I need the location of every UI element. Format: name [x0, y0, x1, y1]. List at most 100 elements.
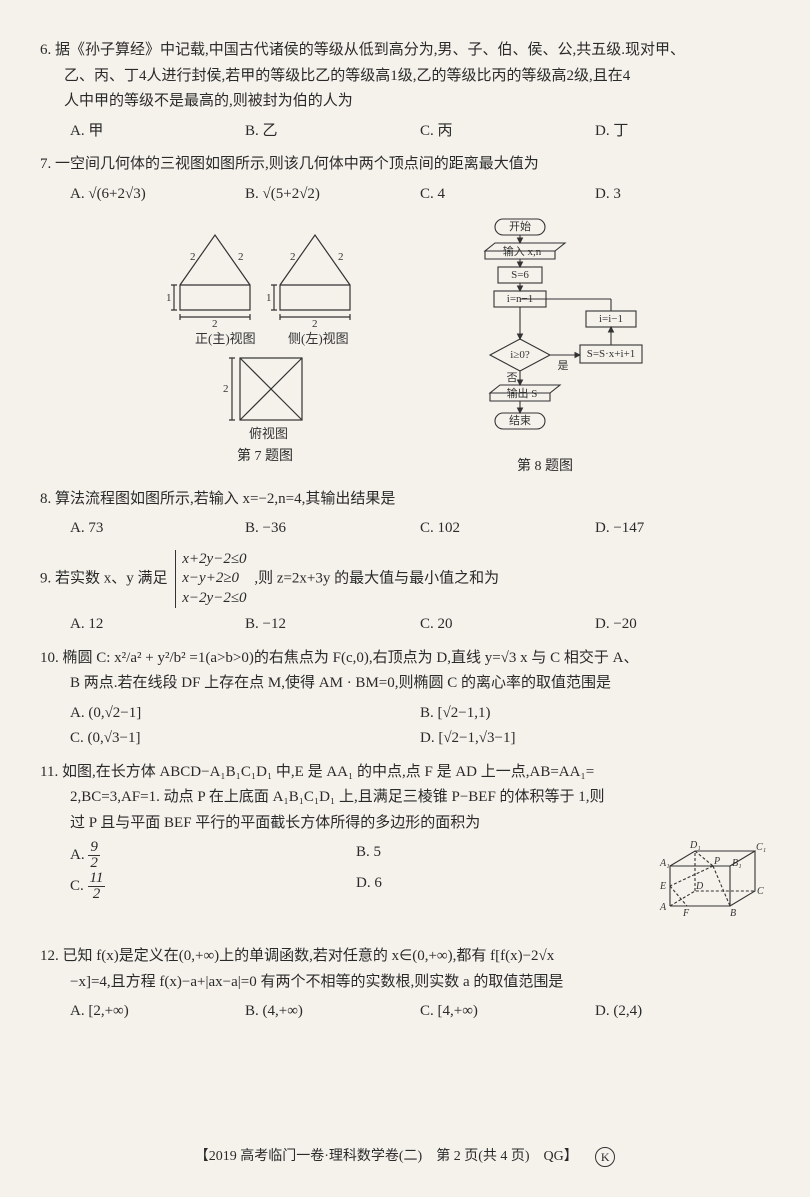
q9-opt-b: B. −12 [245, 612, 420, 638]
q10-line2: B 两点.若在线段 DF 上存在点 M,使得 AM · BM=0,则椭圆 C 的… [40, 671, 770, 697]
svg-text:2: 2 [338, 251, 344, 263]
q10-num: 10. [40, 650, 59, 666]
svg-text:结束: 结束 [509, 414, 531, 427]
svg-text:S=S·x+i+1: S=S·x+i+1 [587, 348, 636, 360]
q6-opt-b: B. 乙 [245, 119, 420, 145]
q6-line3: 人中甲的等级不是最高的,则被封为伯的人为 [40, 89, 770, 115]
q11-opt-a: A. 92 [70, 840, 356, 871]
q7-caption: 第 7 题图 [160, 445, 370, 469]
q8-opt-b: B. −36 [245, 516, 420, 542]
q9-tail: ,则 z=2x+3y 的最大值与最小值之和为 [254, 570, 499, 586]
svg-text:A: A [659, 902, 667, 913]
q10-opt-b: B. [√2−1,1) [420, 701, 770, 727]
q8-num: 8. [40, 491, 51, 507]
q6-num: 6. [40, 42, 51, 58]
q7-opt-a: A. √(6+2√3) [70, 182, 245, 208]
q8-opt-a: A. 73 [70, 516, 245, 542]
svg-text:S=6: S=6 [511, 269, 529, 281]
q7-text: 一空间几何体的三视图如图所示,则该几何体中两个顶点间的距离最大值为 [55, 156, 539, 172]
q12-opt-b: B. (4,+∞) [245, 999, 420, 1025]
svg-text:C: C [757, 886, 764, 897]
question-10: 10. 椭圆 C: x²/a² + y²/b² =1(a>b>0)的右焦点为 F… [40, 646, 770, 752]
svg-text:2: 2 [238, 251, 244, 263]
svg-text:2: 2 [312, 318, 318, 330]
three-view-figure: 2 2 1 2 2 2 [160, 215, 370, 479]
q11-opt-c: C. 112 [70, 871, 356, 902]
footer-text: 【2019 高考临门一卷·理科数学卷(二) 第 2 页(共 4 页) QG】 [195, 1149, 578, 1164]
q6-line2: 乙、丙、丁4人进行封侯,若甲的等级比乙的等级高1级,乙的等级比丙的等级高2级,且… [40, 64, 770, 90]
front-view-label: 正(主)视图 [195, 331, 256, 346]
svg-text:F: F [682, 908, 690, 919]
q6-opt-a: A. 甲 [70, 119, 245, 145]
top-view-label: 俯视图 [249, 426, 288, 441]
q8-text: 算法流程图如图所示,若输入 x=−2,n=4,其输出结果是 [55, 491, 395, 507]
q11-line2: 2,BC=3,AF=1. 动点 P 在上底面 A₁B₁C₁D₁ 上,且满足三棱锥… [40, 785, 770, 811]
q9-opt-a: A. 12 [70, 612, 245, 638]
cube-svg: D₁ C₁ A₁ B₁ P D C A B E F [650, 836, 770, 936]
q10-line1: 椭圆 C: x²/a² + y²/b² =1(a>b>0)的右焦点为 F(c,0… [63, 650, 639, 666]
q8-opt-c: C. 102 [420, 516, 595, 542]
q8-opt-d: D. −147 [595, 516, 770, 542]
q9-opt-c: C. 20 [420, 612, 595, 638]
q11-line3: 过 P 且与平面 BEF 平行的平面截长方体所得的多边形的面积为 [40, 811, 770, 837]
q7-opt-b: B. √(5+2√2) [245, 182, 420, 208]
question-9: 9. 若实数 x、y 满足 x+2y−2≤0 x−y+2≥0 x−2y−2≤0 … [40, 550, 770, 638]
q8-caption: 第 8 题图 [440, 455, 650, 479]
question-12: 12. 已知 f(x)是定义在(0,+∞)上的单调函数,若对任意的 x∈(0,+… [40, 944, 770, 1025]
q9-system: x+2y−2≤0 x−y+2≥0 x−2y−2≤0 [175, 550, 246, 609]
page-footer: 【2019 高考临门一卷·理科数学卷(二) 第 2 页(共 4 页) QG】 K [0, 1145, 810, 1169]
svg-text:2: 2 [190, 251, 196, 263]
flowchart-svg: 开始 输入 x,n S=6 i=n−1 i≥0? 是 否 S=S·x+i+1 i… [440, 215, 650, 455]
svg-text:2: 2 [290, 251, 296, 263]
svg-text:否: 否 [507, 372, 518, 384]
svg-text:2: 2 [212, 318, 218, 330]
svg-text:输出 S: 输出 S [507, 386, 538, 400]
q10-opt-a: A. (0,√2−1] [70, 701, 420, 727]
q11-opt-b: B. 5 [356, 840, 642, 871]
svg-text:1: 1 [266, 292, 272, 304]
q10-opt-c: C. (0,√3−1] [70, 726, 420, 752]
q11-num: 11. [40, 764, 58, 780]
figure-row: 2 2 1 2 2 2 [40, 215, 770, 479]
svg-text:C₁: C₁ [756, 842, 766, 853]
svg-text:i=n−1: i=n−1 [507, 293, 533, 305]
question-7: 7. 一空间几何体的三视图如图所示,则该几何体中两个顶点间的距离最大值为 A. … [40, 152, 770, 479]
svg-text:A₁: A₁ [659, 858, 670, 869]
side-view-label: 侧(左)视图 [288, 331, 349, 346]
cube-figure: D₁ C₁ A₁ B₁ P D C A B E F [650, 836, 770, 936]
q11-line1: 如图,在长方体 ABCD−A₁B₁C₁D₁ 中,E 是 AA₁ 的中点,点 F … [62, 764, 594, 780]
q9-num: 9. [40, 570, 51, 586]
q9-opt-d: D. −20 [595, 612, 770, 638]
q7-opt-c: C. 4 [420, 182, 595, 208]
q12-opt-c: C. [4,+∞) [420, 999, 595, 1025]
topview-svg: 2 俯视图 [215, 350, 315, 445]
q12-opt-d: D. (2,4) [595, 999, 770, 1025]
svg-text:2: 2 [223, 383, 229, 395]
q12-num: 12. [40, 948, 59, 964]
svg-text:1: 1 [166, 292, 172, 304]
q7-opt-d: D. 3 [595, 182, 770, 208]
footer-k-icon: K [595, 1147, 615, 1167]
svg-text:输入 x,n: 输入 x,n [503, 244, 542, 258]
q12-line1: 已知 f(x)是定义在(0,+∞)上的单调函数,若对任意的 x∈(0,+∞),都… [63, 948, 555, 964]
svg-text:E: E [659, 881, 666, 892]
svg-text:D: D [695, 881, 704, 892]
q7-num: 7. [40, 156, 51, 172]
svg-text:B₁: B₁ [732, 858, 742, 869]
svg-text:开始: 开始 [509, 219, 531, 233]
flowchart-figure: 开始 输入 x,n S=6 i=n−1 i≥0? 是 否 S=S·x+i+1 i… [440, 215, 650, 479]
q10-opt-d: D. [√2−1,√3−1] [420, 726, 770, 752]
q11-opt-d: D. 6 [356, 871, 642, 902]
svg-text:是: 是 [558, 359, 569, 372]
question-11: 11. 如图,在长方体 ABCD−A₁B₁C₁D₁ 中,E 是 AA₁ 的中点,… [40, 760, 770, 937]
q12-opt-a: A. [2,+∞) [70, 999, 245, 1025]
exam-page: 6. 据《孙子算经》中记载,中国古代诸侯的等级从低到高分为,男、子、伯、侯、公,… [0, 0, 810, 1197]
svg-text:i=i−1: i=i−1 [599, 313, 623, 325]
svg-text:B: B [730, 908, 736, 919]
svg-text:i≥0?: i≥0? [510, 349, 530, 361]
question-6: 6. 据《孙子算经》中记载,中国古代诸侯的等级从低到高分为,男、子、伯、侯、公,… [40, 38, 770, 144]
svg-text:D₁: D₁ [689, 840, 701, 851]
q12-line2: −x]=4,且方程 f(x)−a+|ax−a|=0 有两个不相等的实数根,则实数… [40, 970, 770, 996]
q6-opt-d: D. 丁 [595, 119, 770, 145]
q9-lead: 若实数 x、y 满足 [55, 570, 168, 586]
